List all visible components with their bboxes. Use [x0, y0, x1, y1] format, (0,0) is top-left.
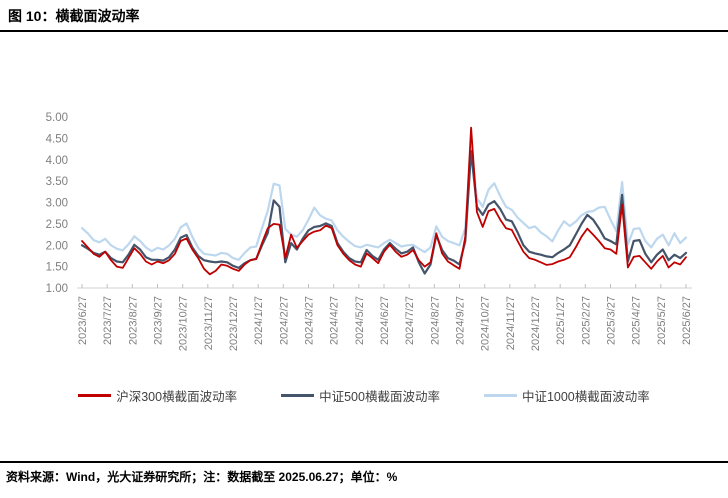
zz1000-line-swatch-icon — [483, 394, 517, 397]
x-tick-label: 2023/12/27 — [228, 296, 240, 351]
y-tick-label: 2.00 — [46, 240, 68, 252]
series-line-沪深300横截面波动率 — [81, 126, 687, 276]
x-tick-label: 2024/7/27 — [404, 296, 416, 345]
legend-item-hs300: 沪深300横截面波动率 — [78, 386, 237, 405]
footer-divider — [0, 461, 728, 463]
x-tick-label: 2023/11/27 — [203, 296, 215, 350]
legend-item-zz500: 中证500横截面波动率 — [281, 386, 440, 405]
x-tick-label: 2023/8/27 — [127, 296, 139, 345]
volatility-line-chart: 2023/6/27 2023/7/27 2023/8/27 2023/9/27 2023… — [46, 112, 693, 351]
x-tick-label: 2024/11/27 — [505, 296, 517, 350]
y-tick-label: 5.00 — [46, 112, 68, 124]
x-tick-label: 2025/2/27 — [580, 296, 592, 345]
chart-legend: 沪深300横截面波动率 中证500横截面波动率 中证1000横截面波动率 — [0, 386, 728, 405]
x-tick-label: 2025/1/27 — [555, 296, 567, 345]
x-tick-label: 2023/6/27 — [77, 296, 89, 345]
y-tick-label: 1.50 — [46, 262, 68, 274]
x-tick-label: 2024/12/27 — [530, 296, 542, 351]
x-tick-label: 2024/2/27 — [278, 296, 290, 345]
zz500-line-swatch-icon — [281, 394, 315, 397]
x-tick-label: 2025/4/27 — [631, 296, 643, 345]
x-tick-label: 2023/10/27 — [178, 296, 190, 351]
source-note: 资料来源：Wind，光大证券研究所；注：数据截至 2025.06.27；单位：% — [6, 470, 398, 484]
x-tick-label: 2024/3/27 — [304, 296, 316, 345]
x-tick-label: 2023/9/27 — [153, 296, 165, 345]
x-tick-label: 2025/3/27 — [606, 296, 618, 345]
x-tick-label: 2024/1/27 — [253, 296, 265, 345]
x-tick-label: 2025/5/27 — [656, 296, 668, 345]
y-tick-label: 1.00 — [46, 283, 68, 295]
x-tick-label: 2024/5/27 — [354, 296, 366, 345]
y-tick-label: 3.50 — [46, 176, 68, 188]
y-tick-label: 4.50 — [46, 133, 68, 145]
hs300-line-swatch-icon — [78, 394, 112, 397]
y-tick-label: 2.50 — [46, 219, 68, 231]
figure-title: 图 10：横截面波动率 — [8, 8, 140, 24]
y-tick-label: 4.00 — [46, 155, 68, 167]
y-tick-label: 3.00 — [46, 198, 68, 210]
x-tick-label: 2024/4/27 — [329, 296, 341, 345]
x-tick-label: 2024/8/27 — [429, 296, 441, 345]
legend-label: 中证1000横截面波动率 — [521, 390, 650, 404]
x-tick-label: 2023/7/27 — [102, 296, 114, 345]
legend-label: 沪深300横截面波动率 — [116, 390, 238, 404]
series-line-中证1000横截面波动率 — [80, 143, 688, 261]
series-line-中证500横截面波动率 — [80, 150, 688, 275]
legend-item-zz1000: 中证1000横截面波动率 — [483, 386, 650, 405]
title-divider — [0, 30, 728, 32]
x-tick-label: 2024/9/27 — [455, 296, 467, 345]
x-tick-label: 2024/6/27 — [379, 296, 391, 345]
x-tick-label: 2024/10/27 — [480, 296, 492, 351]
x-tick-label: 2025/6/27 — [681, 296, 693, 345]
legend-label: 中证500横截面波动率 — [319, 390, 440, 404]
